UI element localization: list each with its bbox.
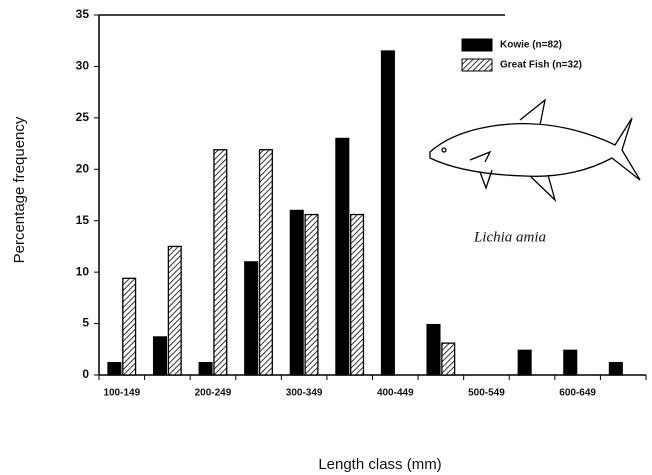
x-tick-label: 600-649 <box>559 388 596 399</box>
legend-swatch <box>462 59 492 71</box>
bar <box>260 150 273 375</box>
y-axis-label: Percentage frequency <box>11 116 28 263</box>
bar <box>382 51 395 375</box>
x-tick-label: 100-149 <box>103 388 140 399</box>
bar <box>442 343 455 375</box>
bar <box>609 363 622 375</box>
legend-swatch <box>462 39 492 51</box>
y-tick-label: 25 <box>76 110 90 124</box>
y-tick-label: 10 <box>76 264 90 278</box>
y-tick-label: 5 <box>82 316 89 330</box>
bar <box>564 350 577 375</box>
bar <box>199 363 212 375</box>
annotation: Lichia amia <box>473 229 546 245</box>
bar <box>168 246 181 375</box>
bar <box>214 150 227 375</box>
legend-label: Great Fish (n=32) <box>500 60 582 71</box>
x-tick-label: 200-249 <box>195 388 232 399</box>
bar <box>108 363 121 375</box>
y-tick-label: 20 <box>76 161 90 175</box>
bar <box>351 215 364 375</box>
chart: Percentage frequency Length class (mm) L… <box>0 0 652 475</box>
y-tick-label: 30 <box>76 59 90 73</box>
y-tick-label: 35 <box>76 7 90 21</box>
x-tick-label: 400-449 <box>377 388 414 399</box>
bar <box>336 138 349 375</box>
x-tick-label: 300-349 <box>286 388 323 399</box>
bar <box>154 337 167 375</box>
y-tick-label: 15 <box>76 213 90 227</box>
bar <box>427 325 440 375</box>
bar <box>305 215 318 375</box>
bar <box>123 278 136 375</box>
legend-label: Kowie (n=82) <box>500 40 562 51</box>
fish-illustration <box>430 100 640 200</box>
y-tick-label: 0 <box>82 367 89 381</box>
x-tick-label: 500-549 <box>468 388 505 399</box>
bar <box>518 350 531 375</box>
bar <box>245 262 258 375</box>
bar <box>290 210 303 375</box>
x-axis-label: Length class (mm) <box>318 456 441 473</box>
